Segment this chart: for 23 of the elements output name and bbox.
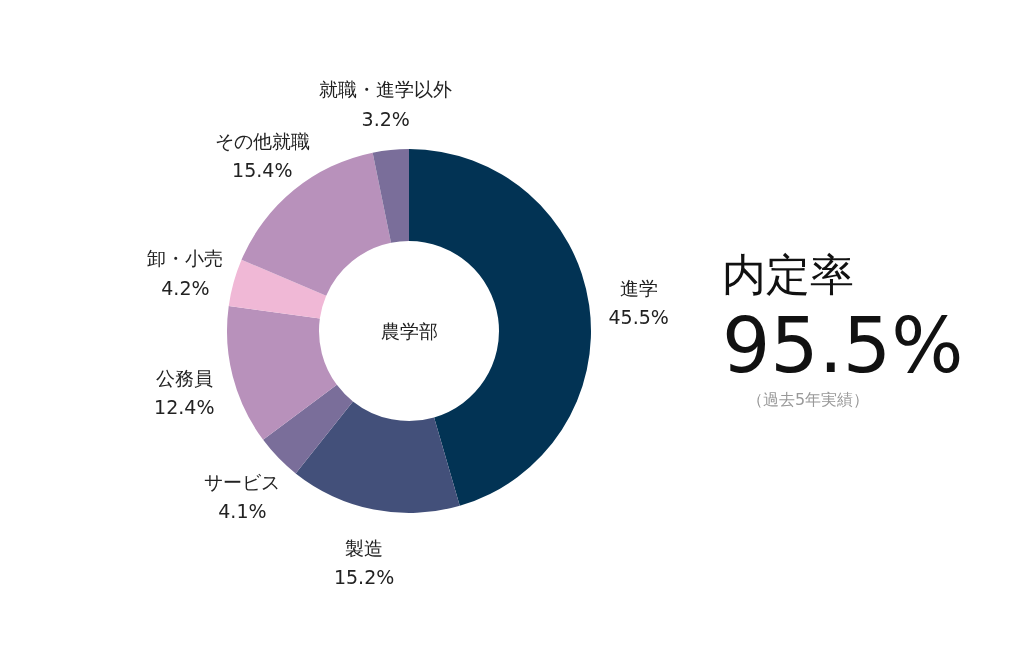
data-label: 15.2%: [333, 566, 395, 589]
data-label: 3.2%: [361, 107, 410, 130]
slice-label: 就職・進学以外: [319, 78, 453, 101]
slice-label: 公務員: [155, 366, 213, 389]
donut-slice: [227, 305, 337, 440]
data-label: 45.5%: [608, 305, 669, 328]
data-label: 4.2%: [161, 276, 210, 299]
text: 95.5%: [722, 301, 964, 390]
data-label: 4.1%: [218, 500, 267, 523]
slice-label: 卸・小売: [147, 247, 224, 270]
text: 農学部: [380, 320, 438, 342]
data-label: 12.4%: [154, 396, 215, 419]
slice-label: サービス: [204, 470, 281, 493]
text: （過去5年実績）: [746, 390, 870, 409]
text: 内定率: [722, 249, 854, 300]
data-label: 15.4%: [232, 158, 293, 181]
donut-slice: [295, 401, 460, 513]
slice-label: 進学: [619, 276, 658, 299]
donut-slice: [263, 384, 353, 474]
slice-label: 製造: [345, 536, 384, 559]
donut-slice: [372, 149, 409, 243]
donut-slice: [228, 259, 327, 319]
slice-label: その他就職: [214, 129, 310, 152]
